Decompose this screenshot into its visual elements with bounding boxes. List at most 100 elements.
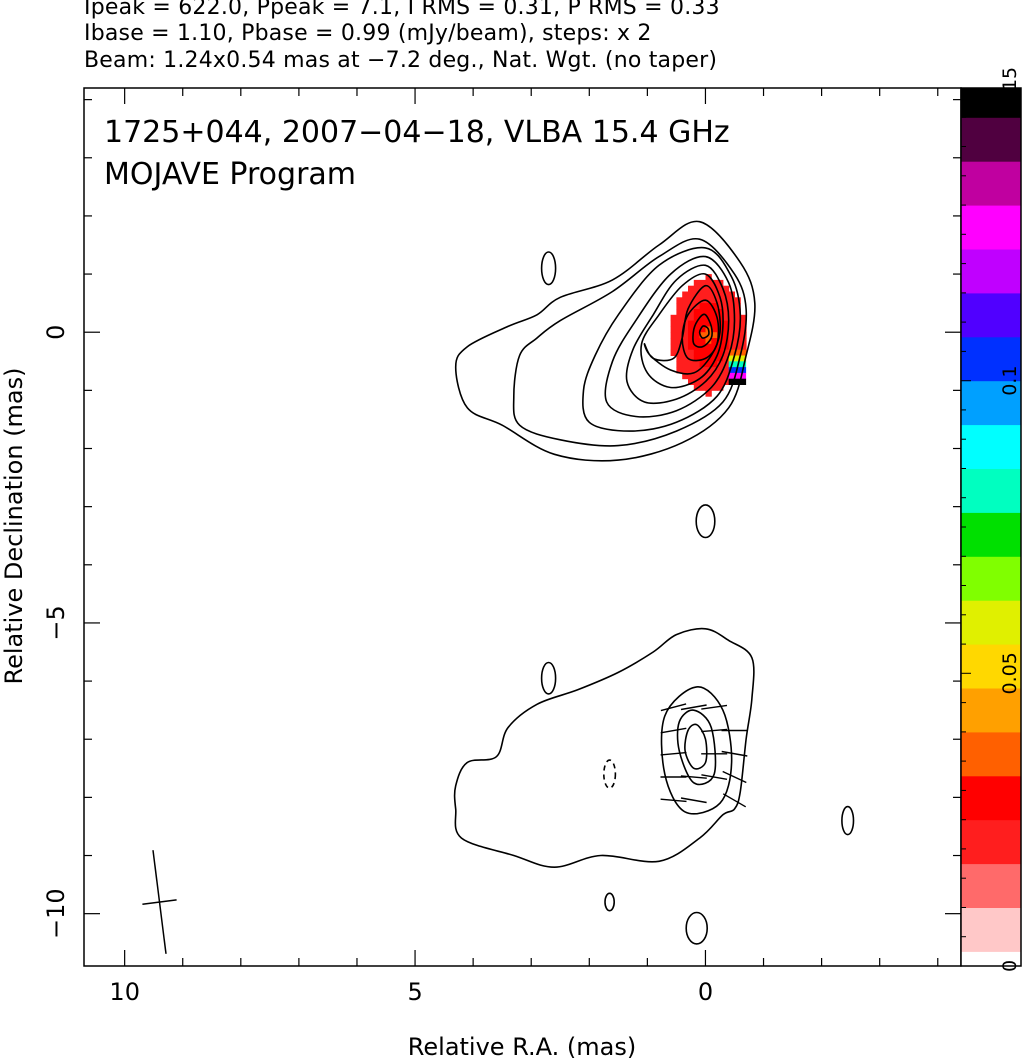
pol-pixel xyxy=(670,320,677,327)
colorbar-swatch xyxy=(961,644,1021,660)
pol-pixel xyxy=(728,309,735,316)
pol-pixel xyxy=(670,338,677,345)
evpa-vector xyxy=(680,704,707,711)
evpa-vector xyxy=(701,704,728,710)
pol-pixel-edge xyxy=(728,355,747,362)
pol-pixel xyxy=(699,338,706,345)
colorbar-swatch xyxy=(961,322,1021,338)
pol-pixel xyxy=(688,326,695,333)
pol-pixel xyxy=(688,332,695,339)
colorbar-swatch xyxy=(961,600,1021,616)
pol-pixel xyxy=(699,303,706,310)
colorbar-swatch xyxy=(961,292,1021,309)
pol-pixel xyxy=(722,367,730,374)
colorbar-swatch xyxy=(961,848,1021,865)
colorbar-swatch xyxy=(961,819,1021,835)
pol-pixel xyxy=(688,309,695,316)
pol-pixel xyxy=(688,349,695,356)
colorbar-swatch xyxy=(961,483,1021,499)
pol-pixel xyxy=(711,332,718,339)
polarization-image xyxy=(670,274,747,397)
colorbar-swatch xyxy=(961,468,1021,484)
colorbar-swatch xyxy=(961,878,1021,894)
x-tick-label: 5 xyxy=(407,978,422,1006)
pol-pixel xyxy=(717,355,724,362)
pol-pixel xyxy=(688,314,695,322)
colorbar-swatch xyxy=(961,805,1021,821)
evpa-vector xyxy=(660,703,687,712)
pol-pixel xyxy=(711,297,718,304)
pol-pixel xyxy=(682,326,689,333)
colorbar-swatch xyxy=(961,907,1021,923)
colorbar-swatch xyxy=(961,731,1021,748)
colorbar-swatch xyxy=(961,497,1021,513)
pol-pixel xyxy=(722,355,730,362)
pol-pixel xyxy=(682,367,689,374)
pol-pixel xyxy=(676,349,683,356)
pol-pixel xyxy=(711,378,718,385)
pol-pixel xyxy=(734,343,741,351)
evpa-vector xyxy=(722,770,747,784)
pol-pixel xyxy=(693,355,701,362)
pol-pixel xyxy=(670,314,677,322)
pol-pixel xyxy=(676,355,683,362)
pol-pixel xyxy=(693,309,701,316)
pol-pixel xyxy=(740,343,747,351)
pol-pixel xyxy=(699,349,706,356)
pol-pixel xyxy=(734,320,741,327)
colorbar-tick-label: 0.15 xyxy=(999,67,1021,109)
pol-pixel xyxy=(728,314,735,322)
colorbar-swatch xyxy=(961,585,1021,601)
colorbar-swatch xyxy=(961,702,1021,718)
core-contour xyxy=(604,255,736,418)
evpa-vector xyxy=(660,751,687,756)
colorbar-swatch xyxy=(961,205,1021,221)
colorbar-swatch xyxy=(961,117,1021,133)
plot-title: 1725+044, 2007−04−18, VLBA 15.4 GHz xyxy=(104,115,730,150)
pol-pixel xyxy=(705,343,712,351)
colorbar-swatch xyxy=(961,278,1021,294)
pol-pixel xyxy=(699,378,706,385)
core-contour xyxy=(454,220,756,462)
pol-pixel xyxy=(740,332,747,339)
pol-pixel xyxy=(699,367,706,374)
isolated-contour xyxy=(695,504,716,539)
pol-pixel xyxy=(722,332,730,339)
pol-pixel xyxy=(711,349,718,356)
pol-pixel xyxy=(717,309,724,316)
y-tick-label: −10 xyxy=(42,888,70,939)
pol-pixel xyxy=(711,314,718,322)
core-contour xyxy=(692,313,713,348)
pol-pixel xyxy=(734,314,741,322)
isolated-contour xyxy=(540,251,557,286)
evpa-vector xyxy=(701,728,728,733)
pol-pixel xyxy=(711,361,718,368)
colorbar-swatch xyxy=(961,775,1021,791)
pol-pixel xyxy=(693,320,701,327)
pol-pixel xyxy=(705,291,712,298)
pol-pixel xyxy=(705,309,712,316)
pol-pixel xyxy=(717,349,724,356)
pol-pixel xyxy=(699,384,706,391)
pol-pixel xyxy=(717,338,724,345)
core-contour xyxy=(512,237,748,447)
pol-pixel xyxy=(688,320,695,327)
colorbar-swatch xyxy=(961,512,1021,528)
pol-pixel xyxy=(699,285,706,292)
colorbar-swatch xyxy=(961,761,1021,777)
evpa-vector xyxy=(722,793,747,808)
pol-pixel xyxy=(717,303,724,310)
pol-pixel xyxy=(734,309,741,316)
isolated-contour xyxy=(604,892,615,912)
pol-pixel xyxy=(711,303,718,310)
pol-pixel xyxy=(699,355,706,362)
colorbar-swatch xyxy=(961,688,1021,704)
beam-minor-axis xyxy=(142,899,177,905)
pol-pixel xyxy=(688,361,695,368)
pol-pixel xyxy=(705,361,712,368)
pol-pixel xyxy=(699,326,706,333)
colorbar-swatch xyxy=(961,366,1021,382)
colorbar-swatch xyxy=(961,614,1021,630)
pol-pixel xyxy=(711,285,718,292)
